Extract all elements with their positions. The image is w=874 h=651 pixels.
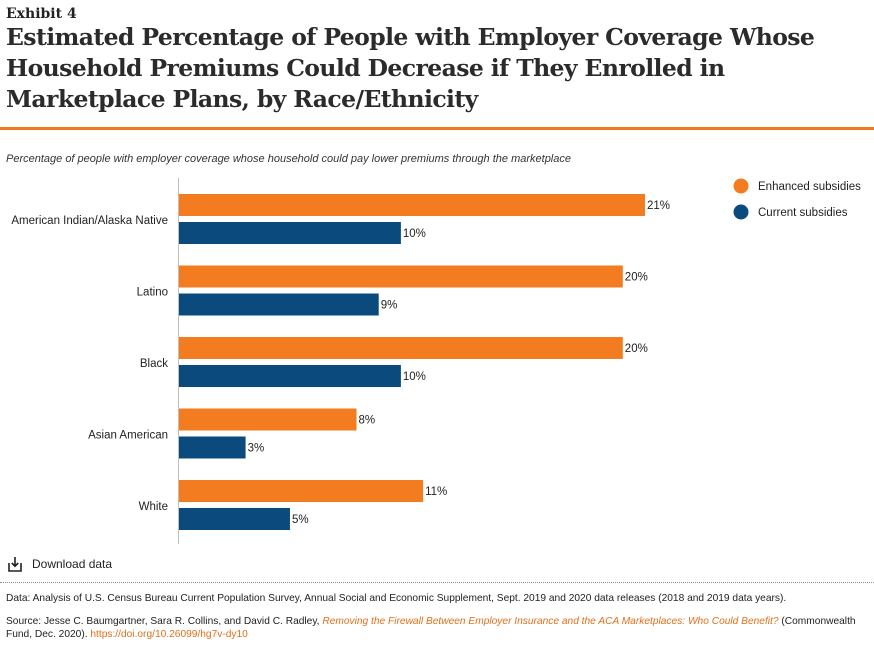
category-label: White	[139, 501, 168, 513]
enhanced-subsidies-value-label: 8%	[359, 415, 376, 427]
current-subsidies-value-label: 10%	[403, 228, 426, 240]
category-label: American Indian/Alaska Native	[11, 215, 168, 227]
current-subsidies-value-label: 5%	[292, 514, 309, 526]
enhanced-subsidies-value-label: 20%	[625, 343, 648, 355]
enhanced-subsidies-value-label: 21%	[647, 200, 670, 212]
download-data-button[interactable]: Download data	[8, 556, 112, 572]
source-prefix: Source: Jesse C. Baumgartner, Sara R. Co…	[6, 616, 323, 627]
legend-enhanced-swatch	[733, 178, 749, 194]
chart-subtitle: Percentage of people with employer cover…	[6, 153, 571, 165]
category-label: Asian American	[88, 430, 168, 442]
legend-current-label: Current subsidies	[758, 207, 848, 219]
exhibit-label: Exhibit 4	[6, 6, 77, 22]
notes-divider	[0, 582, 874, 583]
current-subsidies-bar	[179, 365, 401, 387]
current-subsidies-value-label: 3%	[248, 443, 265, 455]
enhanced-subsidies-value-label: 11%	[425, 486, 447, 498]
enhanced-subsidies-bar	[179, 194, 645, 216]
category-label: Black	[140, 358, 168, 370]
current-subsidies-bar	[179, 222, 401, 244]
chart-title: Estimated Percentage of People with Empl…	[6, 23, 815, 113]
current-subsidies-bar	[179, 508, 290, 530]
download-label: Download data	[32, 557, 113, 571]
download-icon	[8, 557, 22, 572]
enhanced-subsidies-bar	[179, 337, 623, 359]
data-note: Data: Analysis of U.S. Census Bureau Cur…	[6, 593, 787, 604]
category-label: Latino	[137, 287, 168, 299]
bar-chart: American Indian/Alaska Native 21% 10% Latin…	[11, 178, 861, 544]
enhanced-subsidies-value-label: 20%	[625, 272, 648, 284]
legend-enhanced-label: Enhanced subsidies	[758, 181, 861, 193]
title-divider	[0, 127, 874, 130]
notes: Data: Analysis of U.S. Census Bureau Cur…	[6, 592, 868, 651]
source-report-link[interactable]: Removing the Firewall Between Employer I…	[322, 616, 779, 627]
source-suffix: (Commonwealth Fund, Dec. 2020).	[6, 616, 856, 640]
doi-link[interactable]: https://doi.org/10.26099/hg7v-dy10	[90, 629, 248, 640]
current-subsidies-value-label: 10%	[403, 371, 426, 383]
legend-current-swatch	[733, 204, 749, 220]
enhanced-subsidies-bar	[179, 480, 424, 502]
current-subsidies-bar	[179, 436, 246, 459]
source-note: Source: Jesse C. Baumgartner, Sara R. Co…	[6, 615, 868, 641]
enhanced-subsidies-bar	[179, 265, 623, 288]
enhanced-subsidies-bar	[179, 408, 357, 431]
current-subsidies-bar	[179, 293, 379, 316]
current-subsidies-value-label: 9%	[381, 300, 398, 312]
